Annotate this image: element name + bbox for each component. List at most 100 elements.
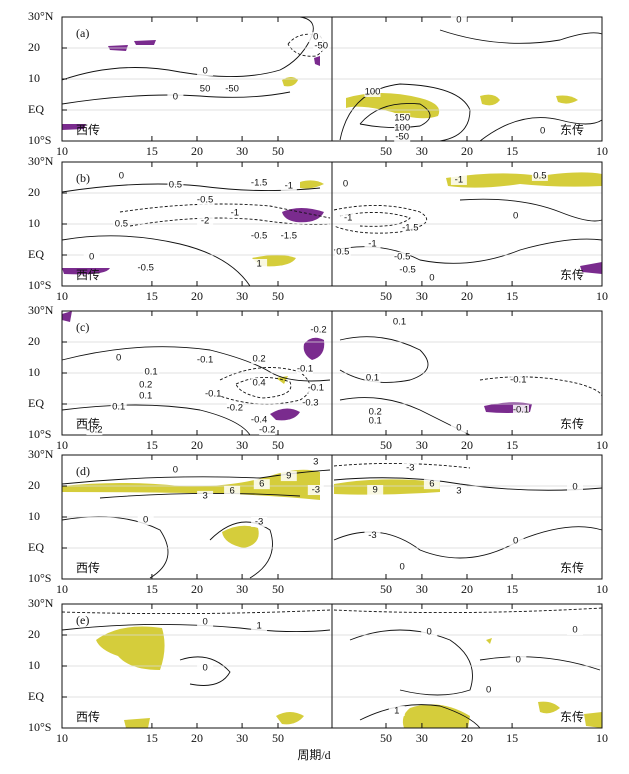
contour-label-bg <box>421 626 438 637</box>
x-tick-label: 20 <box>191 289 203 303</box>
x-tick-label: 30 <box>416 438 428 452</box>
contour-label-bg <box>224 83 241 94</box>
contour-label: 100 <box>394 122 410 133</box>
contour-label: -1.5 <box>251 178 267 189</box>
contour-label: -50 <box>314 41 328 52</box>
contour-label: 0.1 <box>144 367 157 378</box>
contour-label: 0 <box>116 353 121 364</box>
x-tick-label: 20 <box>461 582 473 596</box>
y-tick-label: 20 <box>28 40 40 54</box>
contour-label: 0 <box>173 464 178 475</box>
contour-label: -0.5 <box>138 263 154 274</box>
y-tick-label: 10 <box>28 365 40 379</box>
contour-label-bg <box>367 416 384 427</box>
contour-label-bg <box>251 415 268 426</box>
y-tick-label: EQ <box>28 396 44 410</box>
x-tick-label: 15 <box>146 438 158 452</box>
contour-label-bg <box>137 515 154 526</box>
y-tick-label: EQ <box>28 540 44 554</box>
y-tick-label: 10 <box>28 71 40 85</box>
contour-label: 1 <box>256 259 261 270</box>
contour-label-bg <box>510 655 527 666</box>
contour-label: -1 <box>455 174 463 185</box>
contour-label: 1 <box>256 621 261 632</box>
x-tick-label: 15 <box>506 144 518 158</box>
x-tick-label: 50 <box>272 582 284 596</box>
x-tick-label: 20 <box>191 438 203 452</box>
x-tick-label: 30 <box>416 582 428 596</box>
y-tick-label: 30°N <box>28 303 54 317</box>
contour-label-bg <box>137 263 154 274</box>
contour-label: 0 <box>513 535 518 546</box>
contour-label-bg <box>394 251 411 262</box>
x-tick-label: 15 <box>146 582 158 596</box>
contour-label-bg <box>402 463 419 474</box>
contour-label: -1 <box>231 208 239 219</box>
contour-label-bg <box>388 705 405 716</box>
x-tick-label: 10 <box>596 289 608 303</box>
x-tick-label: 30 <box>236 438 248 452</box>
x-tick-label: 50 <box>380 144 392 158</box>
contour-label: -3 <box>406 463 414 474</box>
contour-label-bg <box>367 485 384 496</box>
contour-label-bg <box>205 389 222 400</box>
x-tick-label: 50 <box>272 438 284 452</box>
panel-label: (c) <box>76 320 89 334</box>
x-tick-label: 30 <box>416 289 428 303</box>
contour-label-bg <box>307 32 324 43</box>
contour-label-bg <box>567 625 583 636</box>
contour-label-bg <box>507 535 524 546</box>
contour-label: 0.1 <box>112 402 125 413</box>
contour-label-bg <box>394 122 411 133</box>
contour-label: -2 <box>201 215 209 226</box>
x-tick-label: 30 <box>236 731 248 745</box>
contour-label-bg <box>251 231 268 242</box>
x-tick-label: 30 <box>236 289 248 303</box>
contour-label: -0.2 <box>227 403 243 414</box>
contour-label-bg <box>197 490 214 501</box>
contour-label: 0 <box>202 616 207 627</box>
contour-label: 3 <box>313 457 318 468</box>
panel-label: (a) <box>76 26 89 40</box>
annotation: 东传 <box>560 267 584 282</box>
contour-label: 0 <box>572 625 577 636</box>
y-tick-label: 10 <box>28 509 40 523</box>
y-tick-label: 30°N <box>28 154 54 168</box>
contour-label-bg <box>280 180 297 191</box>
x-tick-label: 20 <box>461 289 473 303</box>
contour-label: -0.1 <box>205 389 221 400</box>
contour-label-bg <box>513 404 529 415</box>
contour-label: -0.1 <box>197 354 213 365</box>
contour-label-bg <box>137 390 154 401</box>
x-tick-label: 15 <box>506 731 518 745</box>
contour-label: 0 <box>486 684 491 695</box>
contour-label-bg <box>197 83 214 94</box>
contour-label-bg <box>197 662 214 673</box>
contour-label: 0 <box>202 662 207 673</box>
contour-label: -3 <box>255 516 263 527</box>
x-tick-label: 10 <box>596 438 608 452</box>
y-tick-label: EQ <box>28 689 44 703</box>
contour-label: -1 <box>344 213 352 224</box>
contour-label: -0.5 <box>251 231 267 242</box>
contour-label-bg <box>399 264 416 275</box>
x-tick-label: 30 <box>416 731 428 745</box>
annotation: 西传 <box>76 709 100 724</box>
contour-label-bg <box>197 354 214 365</box>
contour-label-bg <box>531 170 548 181</box>
x-tick-label: 50 <box>380 438 392 452</box>
y-tick-label: 30°N <box>28 447 54 461</box>
annotation: 东传 <box>560 560 584 575</box>
contour-label-bg <box>197 65 214 76</box>
contour-label: -50 <box>225 83 239 94</box>
annotation: 西传 <box>76 560 100 575</box>
contour-label: -1.5 <box>281 231 297 242</box>
contour-label-bg <box>253 479 270 490</box>
contour-label-bg <box>450 15 467 26</box>
x-axis-title: 周期/d <box>297 748 330 762</box>
contour-label: 0 <box>173 91 178 102</box>
contour-label-bg <box>197 616 214 627</box>
contour-label-bg <box>480 684 497 695</box>
contour-label: 0 <box>202 65 207 76</box>
